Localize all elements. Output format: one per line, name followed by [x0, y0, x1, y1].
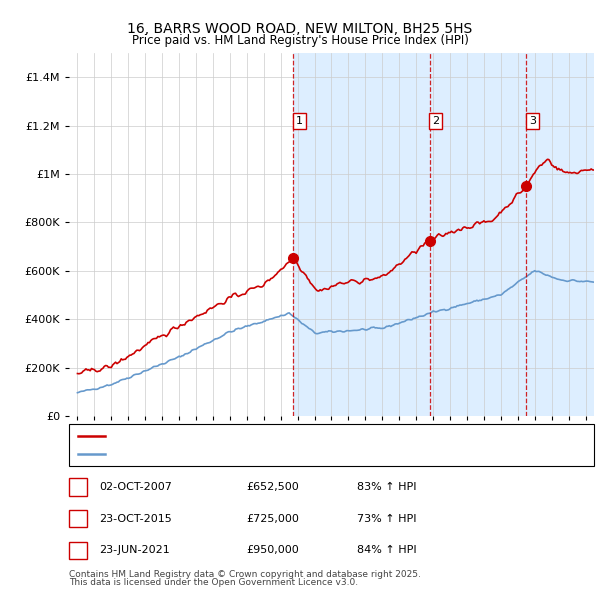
- Text: 3: 3: [74, 546, 82, 555]
- Text: This data is licensed under the Open Government Licence v3.0.: This data is licensed under the Open Gov…: [69, 578, 358, 588]
- Text: 23-JUN-2021: 23-JUN-2021: [99, 546, 170, 555]
- Text: £652,500: £652,500: [246, 482, 299, 491]
- Text: 1: 1: [296, 116, 303, 126]
- Text: 3: 3: [529, 116, 536, 126]
- Text: 02-OCT-2007: 02-OCT-2007: [99, 482, 172, 491]
- Text: Price paid vs. HM Land Registry's House Price Index (HPI): Price paid vs. HM Land Registry's House …: [131, 34, 469, 47]
- Text: £950,000: £950,000: [246, 546, 299, 555]
- Text: 1: 1: [74, 482, 82, 491]
- Text: 23-OCT-2015: 23-OCT-2015: [99, 514, 172, 523]
- Bar: [293, 53, 594, 416]
- Text: 84% ↑ HPI: 84% ↑ HPI: [357, 546, 416, 555]
- Text: 2: 2: [74, 514, 82, 523]
- Text: 73% ↑ HPI: 73% ↑ HPI: [357, 514, 416, 523]
- Text: 83% ↑ HPI: 83% ↑ HPI: [357, 482, 416, 491]
- Text: 16, BARRS WOOD ROAD, NEW MILTON, BH25 5HS (detached house): 16, BARRS WOOD ROAD, NEW MILTON, BH25 5H…: [111, 431, 464, 441]
- Text: 2: 2: [432, 116, 439, 126]
- Text: £725,000: £725,000: [246, 514, 299, 523]
- Text: 16, BARRS WOOD ROAD, NEW MILTON, BH25 5HS: 16, BARRS WOOD ROAD, NEW MILTON, BH25 5H…: [127, 22, 473, 37]
- Text: Contains HM Land Registry data © Crown copyright and database right 2025.: Contains HM Land Registry data © Crown c…: [69, 570, 421, 579]
- Text: HPI: Average price, detached house, New Forest: HPI: Average price, detached house, New …: [111, 449, 362, 459]
